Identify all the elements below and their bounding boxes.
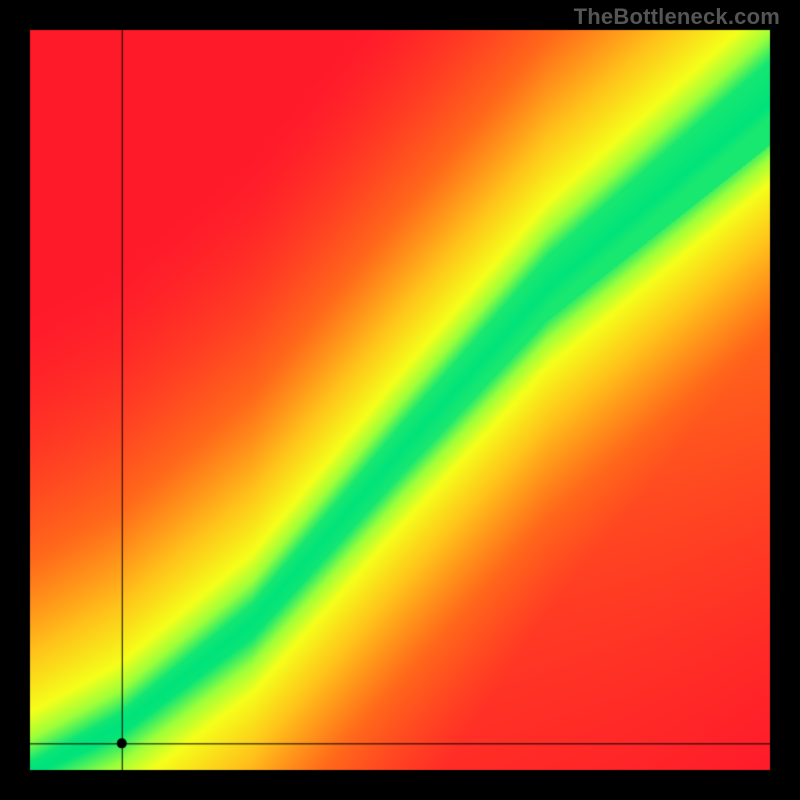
watermark-text: TheBottleneck.com (574, 4, 780, 30)
chart-frame: { "watermark": { "text": "TheBottleneck.… (0, 0, 800, 800)
heatmap-canvas (0, 0, 800, 800)
